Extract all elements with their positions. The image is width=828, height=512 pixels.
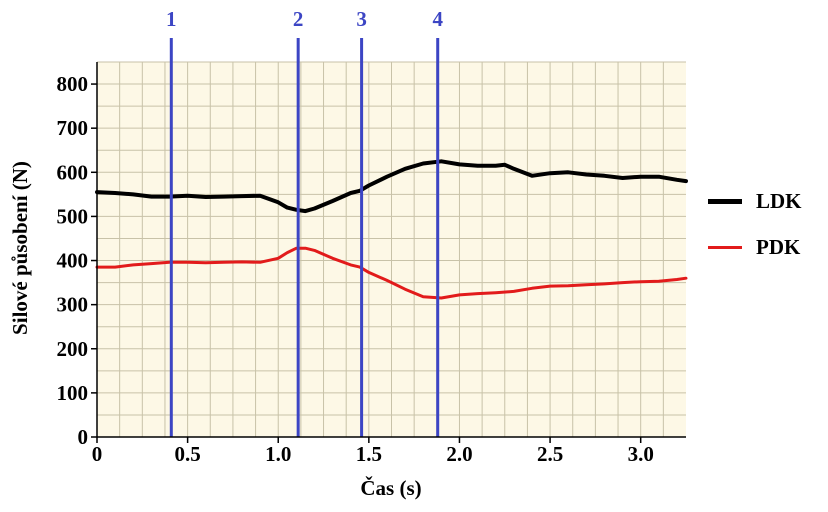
legend-label-ldk: LDK <box>756 189 802 213</box>
series-line-pdk <box>95 246 688 300</box>
y-tick-label: 0 <box>78 425 89 449</box>
legend-item-pdk: PDK <box>708 235 800 260</box>
series-line-ldk <box>95 159 688 214</box>
y-tick-label: 400 <box>57 249 89 273</box>
y-tick-label: 300 <box>57 293 89 317</box>
y-tick-label: 100 <box>57 381 89 405</box>
marker-label-2: 2 <box>293 7 304 31</box>
x-tick-label: 3.0 <box>628 442 654 466</box>
legend-swatch-pdk <box>708 246 742 249</box>
legend-swatch-ldk <box>708 199 742 204</box>
marker-label-4: 4 <box>432 7 443 31</box>
x-tick-label: 2.5 <box>537 442 563 466</box>
x-tick-label: 2.0 <box>446 442 472 466</box>
y-tick-label: 500 <box>57 204 89 228</box>
marker-label-1: 1 <box>166 7 177 31</box>
legend-label-pdk: PDK <box>756 235 801 259</box>
y-tick-label: 200 <box>57 337 89 361</box>
x-tick-label: 1.0 <box>265 442 291 466</box>
x-tick-label: 1.5 <box>356 442 382 466</box>
x-tick-label: 0 <box>92 442 103 466</box>
y-axis-label: Silové působení (N) <box>8 161 32 335</box>
y-tick-label: 600 <box>57 160 89 184</box>
marker-label-3: 3 <box>356 7 367 31</box>
x-axis-label: Čas (s) <box>360 476 421 500</box>
x-tick-label: 0.5 <box>174 442 200 466</box>
y-tick-label: 800 <box>57 72 89 96</box>
legend-item-ldk: LDK <box>708 189 802 214</box>
y-tick-label: 700 <box>57 116 89 140</box>
